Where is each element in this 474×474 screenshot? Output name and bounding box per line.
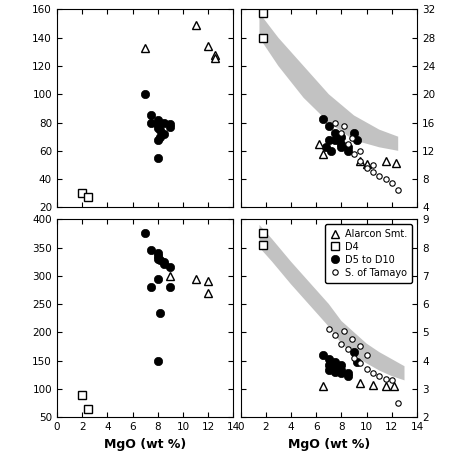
Polygon shape (259, 13, 398, 151)
X-axis label: MgO (wt %): MgO (wt %) (104, 438, 186, 450)
Polygon shape (259, 225, 404, 380)
X-axis label: MgO (wt %): MgO (wt %) (288, 438, 370, 450)
Legend: Alarcon Smt., D4, D5 to D10, S. of Tamayo: Alarcon Smt., D4, D5 to D10, S. of Tamay… (325, 224, 412, 283)
